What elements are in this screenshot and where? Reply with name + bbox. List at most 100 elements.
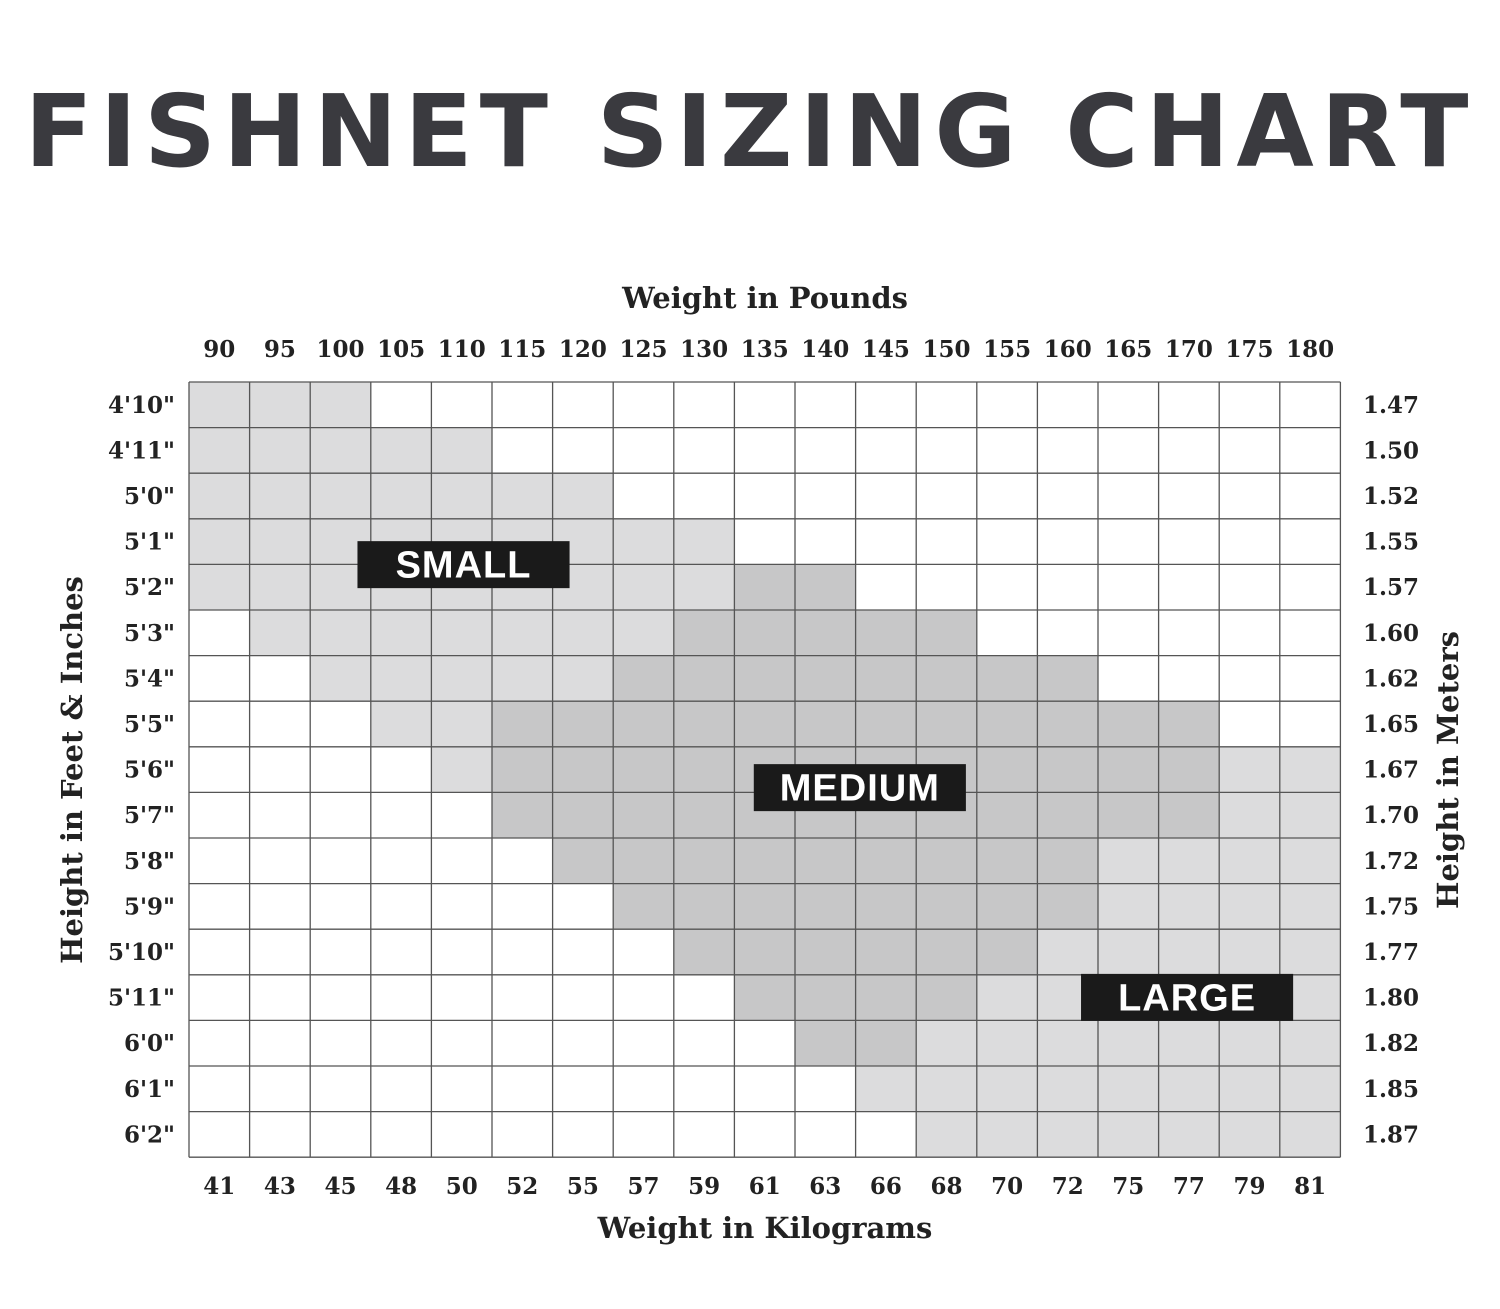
grid-cell <box>1158 792 1220 838</box>
grid-cell <box>855 701 917 747</box>
grid-cell <box>855 564 917 610</box>
grid-cell <box>552 610 614 656</box>
grid-cell <box>795 1066 856 1112</box>
grid-cell <box>976 701 1038 747</box>
grid-cell <box>916 883 977 930</box>
grid-cell <box>1158 427 1220 474</box>
grid-cell <box>1037 382 1098 428</box>
grid-cell <box>1279 1020 1341 1066</box>
grid-cell <box>1037 655 1098 702</box>
pound-tick-label: 155 <box>983 336 1031 363</box>
size-label-large: LARGE <box>1081 973 1294 1021</box>
grid-cell <box>1158 1066 1220 1112</box>
grid-cell <box>552 883 614 930</box>
grid-cell <box>431 1066 492 1112</box>
grid-cell <box>249 564 311 610</box>
grid-cell <box>189 883 250 930</box>
grid-cell <box>1219 473 1280 519</box>
grid-cell <box>855 427 917 474</box>
grid-cell <box>431 838 492 884</box>
grid-cell <box>370 838 432 884</box>
grid-cell <box>1279 518 1341 565</box>
grid-cell <box>431 746 492 793</box>
grid-cell <box>552 929 614 975</box>
grid-cell <box>613 1066 674 1112</box>
grid-cell <box>1037 838 1098 884</box>
grid-cell <box>855 1020 917 1066</box>
grid-cell <box>249 701 311 747</box>
grid-cell <box>189 382 250 428</box>
grid-cell <box>916 929 977 975</box>
grid-cell <box>492 1020 553 1066</box>
grid-cell <box>673 655 735 702</box>
size-label-box <box>753 764 966 812</box>
grid-cell <box>1098 792 1159 838</box>
grid-cell <box>552 382 614 428</box>
grid-cell <box>976 883 1038 930</box>
kilogram-tick-label: 79 <box>1233 1173 1265 1200</box>
grid-cell <box>976 974 1038 1021</box>
kilogram-tick-label: 55 <box>567 1173 599 1200</box>
grid-cell <box>492 427 553 474</box>
grid-cell <box>1279 701 1341 747</box>
grid-cell <box>431 1111 492 1158</box>
grid-cell <box>189 701 250 747</box>
feet-inch-tick-label: 6'1" <box>124 1076 175 1103</box>
kilogram-tick-label: 45 <box>324 1173 356 1200</box>
grid-cell <box>734 655 795 702</box>
kilogram-tick-label: 48 <box>385 1173 417 1200</box>
grid-cell <box>370 746 432 793</box>
grid-cell <box>431 473 492 519</box>
grid-cell <box>431 792 492 838</box>
grid-cell <box>431 655 492 702</box>
grid-cell <box>855 838 917 884</box>
grid-cell <box>1219 746 1280 793</box>
grid-cell <box>613 701 674 747</box>
grid-cell <box>916 1020 977 1066</box>
grid-cell <box>310 883 371 930</box>
grid-cell <box>613 792 674 838</box>
meter-tick-label: 1.60 <box>1363 620 1419 647</box>
grid-cell <box>1158 1020 1220 1066</box>
grid-cell <box>613 518 674 565</box>
grid-cell <box>1098 1066 1159 1112</box>
grid-cell <box>1219 564 1280 610</box>
kilogram-tick-label: 43 <box>264 1173 296 1200</box>
grid-cell <box>613 655 674 702</box>
size-label-text: SMALL <box>396 545 532 587</box>
meter-tick-label: 1.52 <box>1363 483 1419 510</box>
y-axis-label-right: Height in Meters <box>1431 631 1465 909</box>
grid-cell <box>249 1066 311 1112</box>
pound-tick-label: 145 <box>862 336 910 363</box>
size-label-box <box>357 541 570 589</box>
grid-cell <box>673 610 735 656</box>
grid-cell <box>310 701 371 747</box>
grid-cell <box>916 564 977 610</box>
grid-cell <box>1037 1020 1098 1066</box>
grid-cell <box>310 473 371 519</box>
grid-cell <box>1158 883 1220 930</box>
grid-cell <box>1279 746 1341 793</box>
grid-cell <box>1098 518 1159 565</box>
grid-cell <box>492 701 553 747</box>
feet-inch-tick-label: 6'2" <box>124 1121 175 1148</box>
grid-cell <box>370 929 432 975</box>
kilogram-tick-label: 59 <box>688 1173 720 1200</box>
meter-tick-label: 1.85 <box>1363 1076 1419 1103</box>
grid-cell <box>189 518 250 565</box>
grid-cell <box>189 929 250 975</box>
kilogram-tick-label: 70 <box>991 1173 1023 1200</box>
grid-cell <box>855 655 917 702</box>
grid-cell <box>370 1111 432 1158</box>
grid-cell <box>673 1066 735 1112</box>
grid-cell <box>189 655 250 702</box>
meter-tick-label: 1.55 <box>1363 529 1419 556</box>
grid-cell <box>249 473 311 519</box>
grid-cell <box>734 518 795 565</box>
grid-cell <box>1098 838 1159 884</box>
grid-cell <box>552 655 614 702</box>
grid-cell <box>370 701 432 747</box>
meter-tick-label: 1.75 <box>1363 893 1419 920</box>
grid-cell <box>189 473 250 519</box>
grid-cell <box>189 427 250 474</box>
